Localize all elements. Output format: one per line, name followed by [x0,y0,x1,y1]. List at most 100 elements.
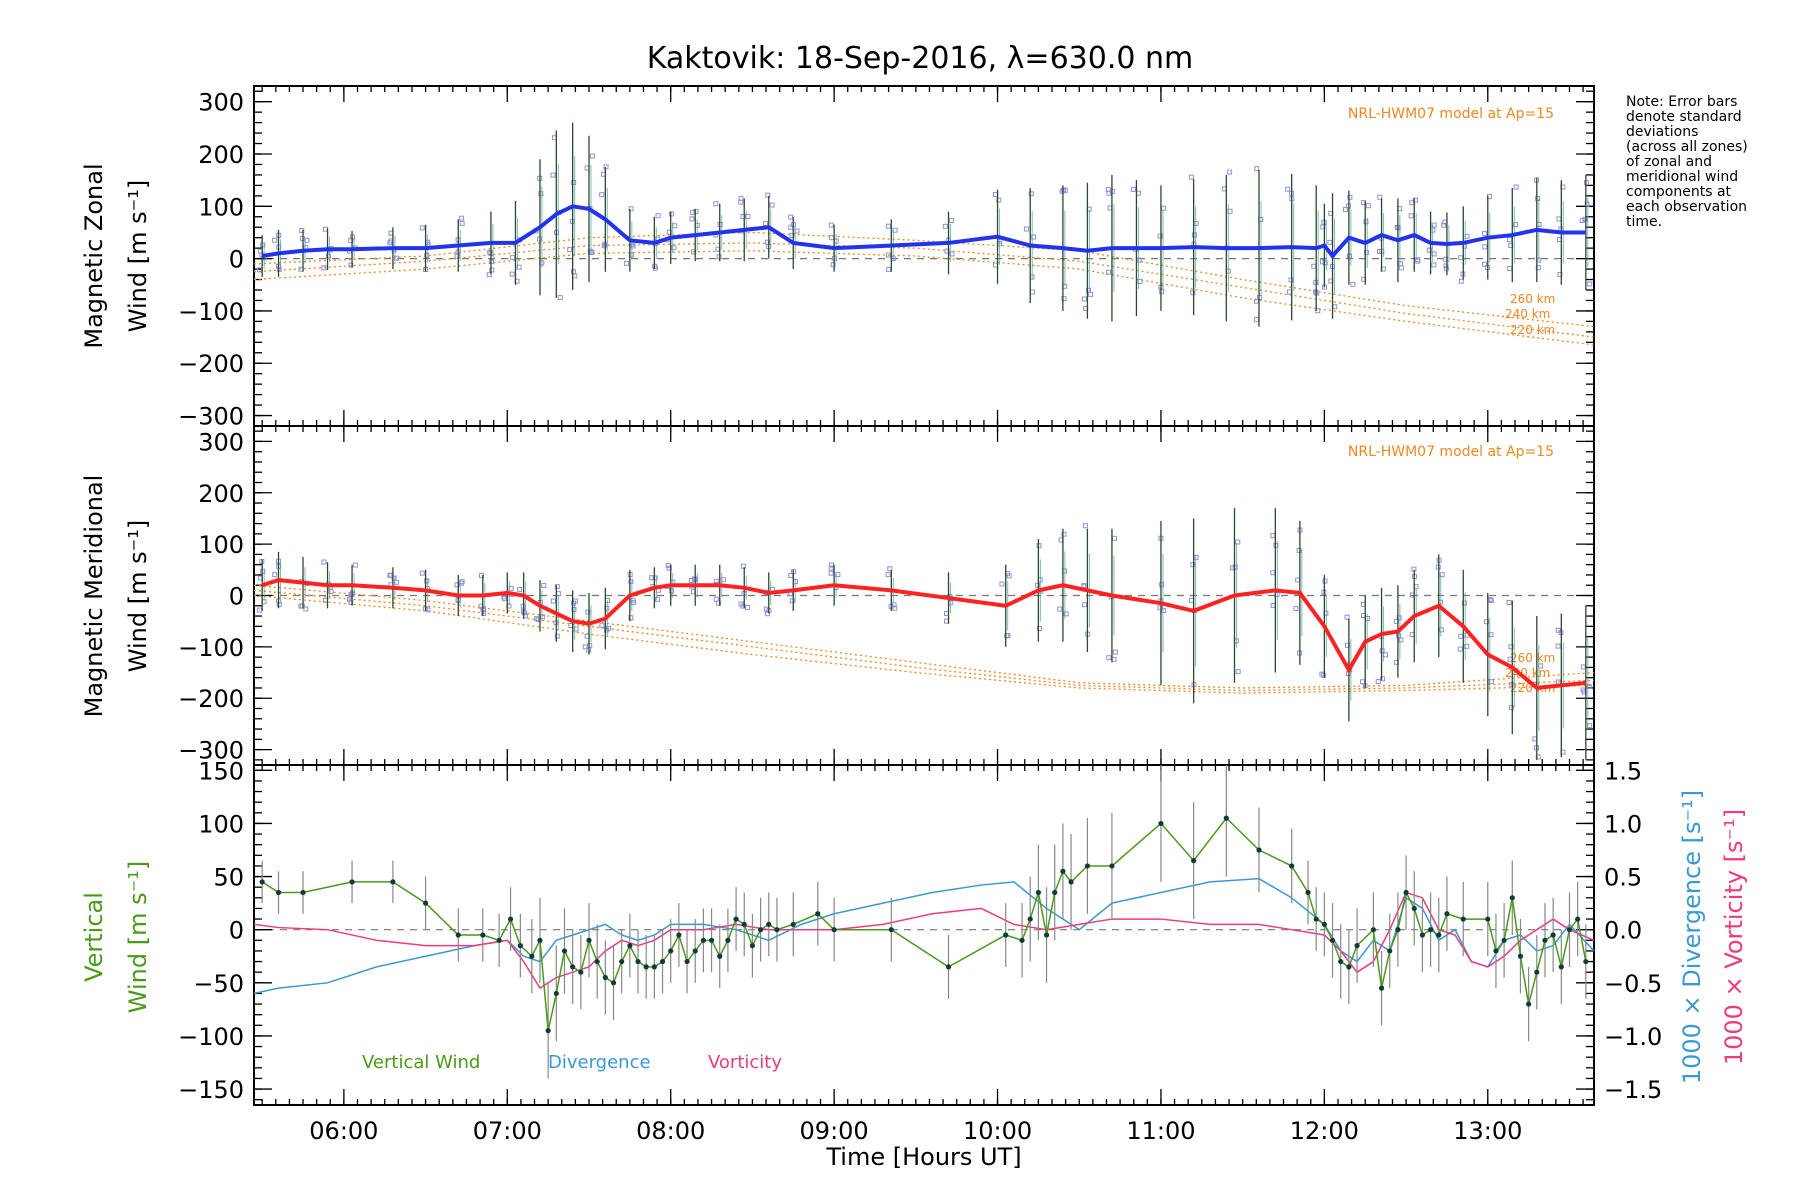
zonal-zone-sample [1028,191,1034,197]
zonal-zone-sample [321,265,327,271]
zonal-zone-sample [1443,263,1449,269]
meridional-zone-sample [272,572,278,578]
zonal-zone-sample [738,195,744,201]
meridional-zone-sample [1506,599,1512,605]
meridional-zone-sample [1580,664,1586,670]
zonal-zone-sample [788,214,794,220]
vertical-wind-point [888,927,894,933]
zonal-zone-sample [1190,290,1196,296]
vertical-wind-point [643,964,649,970]
meridional-zone-sample [391,575,397,581]
meridional-zone-sample [668,588,674,594]
zonal-zone-sample [1482,230,1488,236]
divergence-line [253,877,1595,995]
zonal-zone-sample [1288,277,1294,283]
meridional-zone-sample [763,606,769,612]
xtick-label: 09:00 [800,1117,869,1145]
meridional-zone-sample [1409,632,1415,638]
right-ytick-label: −1.0 [1604,1023,1662,1051]
zonal-zone-sample [885,223,891,229]
zonal-zone-sample [1482,261,1488,267]
vertical-wind-point [700,937,706,943]
vertical-wind-point [610,980,617,986]
zonal-ytick-label: −300 [178,403,244,431]
zonal-zone-sample [1029,289,1035,295]
zonal-zone-sample [1507,265,1513,271]
vertical-ylabel-line2: Wind [m s⁻¹] [124,861,152,1013]
meridional-zone-sample [1036,626,1042,632]
meridional-zone-sample [1006,573,1012,579]
zonal-zone-sample [572,273,578,279]
note-line: denote standard [1626,109,1742,125]
meridional-zone-sample [454,582,460,588]
zonal-zone-sample [1535,196,1541,202]
meridional-ylabel-line2: Wind [m s⁻¹] [124,520,152,672]
vertical-wind-point [1035,889,1041,896]
meridional-wind-panel: Magnetic Meridional Wind [m s⁻¹] NRL-HWM… [80,425,1595,766]
zonal-zone-sample [550,172,556,178]
meridional-ytick-label: −200 [178,685,244,713]
vertical-wind-point [259,879,265,885]
right-ytick-label: 0.0 [1604,917,1642,945]
meridional-zone-sample [1580,687,1586,693]
vertical-wind-point [1558,964,1564,970]
zonal-zone-sample [538,191,544,197]
zonal-zone-sample [1327,239,1333,245]
vertical-wind-point [1223,815,1229,821]
meridional-zone-sample [1396,615,1402,621]
vertical-wind-point [1427,927,1434,933]
meridional-zone-sample [788,573,794,579]
zonal-zone-sample [1579,217,1585,223]
meridional-zone-sample [655,596,661,602]
zonal-zone-sample [486,272,492,278]
meridional-zone-sample [1375,679,1381,685]
zonal-zone-sample [1363,219,1369,225]
vertical-wind-point [945,964,952,970]
meridional-zone-sample [321,559,327,565]
zonal-zone-sample [942,223,948,229]
vertical-wind-point [1027,916,1033,922]
meridional-ytick-label: 0 [229,583,244,611]
meridional-zone-sample [1380,676,1386,682]
zonal-zone-sample [885,252,891,258]
vertical-wind-point [300,889,306,896]
zonal-zone-sample [1398,261,1404,267]
legend-divergence: Divergence [548,1052,651,1073]
vertical-wind-point [1191,858,1197,864]
vertical-wind-point [1329,937,1336,943]
meridional-zone-sample [789,598,795,604]
vertical-wind-point [1109,863,1115,869]
vertical-wind-point [529,953,535,959]
meridional-zone-sample [1438,627,1444,633]
meridional-zone-sample [479,573,485,579]
vertical-wind-point [1003,932,1009,938]
zonal-zone-sample [996,197,1002,203]
zonal-zone-sample [419,225,425,231]
vertical-wind-point [1411,905,1417,912]
zonal-zone-sample [1031,234,1037,240]
vertical-ytick-label: −150 [178,1076,244,1104]
zonal-zone-sample [1408,213,1414,219]
vertical-wind-point [517,943,523,949]
vertical-wind-point [602,974,608,981]
meridional-zone-sample [1161,608,1167,614]
meridional-zone-sample [276,602,282,608]
vertical-wind-point [1403,889,1409,896]
meridional-zone-sample [628,615,634,621]
zonal-zone-sample [628,206,634,212]
vertical-wind-point [1354,943,1360,949]
meridional-zone-sample [887,566,893,572]
meridional-zone-sample [257,607,263,613]
zonal-zone-sample [765,192,771,198]
right-ytick-label: 1.5 [1604,757,1642,785]
meridional-zone-sample [303,606,309,612]
note-text: Note: Error bars denote standard deviati… [1626,94,1748,230]
zonal-zone-sample [1085,287,1091,293]
zonal-zone-sample [828,222,834,228]
vertical-wind-point [733,916,739,922]
vertical-wind-point [774,927,780,933]
meridional-model-line [253,589,1595,692]
vertical-wind-point [635,958,641,965]
meridional-zone-sample [1035,582,1041,588]
vertical-wind-point [561,948,568,954]
